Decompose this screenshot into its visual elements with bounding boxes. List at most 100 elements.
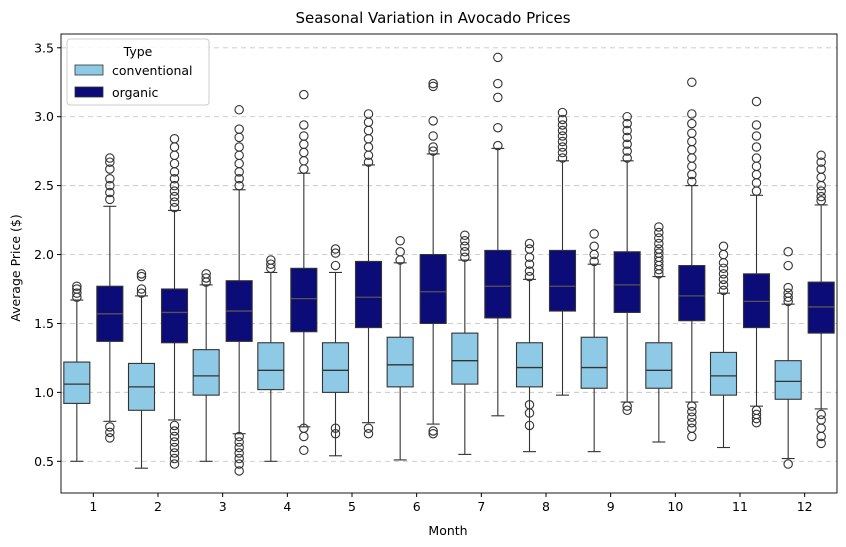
outlier-point [105, 180, 115, 191]
outlier-point [622, 401, 632, 411]
outlier-point [234, 431, 244, 442]
outlier-point [234, 466, 244, 476]
outlier-point [687, 406, 697, 417]
outlier-point [524, 420, 535, 431]
outlier-point [105, 187, 115, 198]
iqr-box [515, 342, 544, 388]
iqr-box [774, 360, 802, 400]
outlier-point [783, 288, 793, 298]
outlier-point [72, 288, 82, 298]
box-conventional-month-4 [257, 255, 285, 462]
outlier-point [751, 142, 762, 152]
iqr-box [257, 342, 285, 391]
outlier-point [460, 247, 470, 257]
iqr-box [63, 361, 91, 404]
iqr-box [192, 349, 220, 396]
outlier-point [105, 422, 115, 432]
outlier-point [524, 259, 535, 269]
y-tick-label: 2.5 [34, 178, 54, 193]
outlier-point [816, 415, 826, 425]
outlier-point [524, 244, 535, 254]
outlier-point [234, 180, 244, 191]
outlier-point [718, 241, 729, 252]
outlier-point [136, 271, 147, 282]
outlier-point [718, 269, 729, 279]
y-axis-label: Average Price ($) [8, 214, 23, 321]
outlier-point [299, 120, 309, 130]
outlier-point [234, 142, 244, 152]
box-conventional-month-3 [192, 269, 220, 462]
outlier-point [524, 266, 535, 276]
iqr-box [160, 288, 189, 344]
outlier-point [105, 164, 115, 174]
outlier-point [136, 284, 147, 294]
outlier-point [169, 420, 180, 431]
outlier-point [330, 248, 341, 258]
y-gridlines [61, 47, 837, 462]
outlier-point [751, 131, 762, 141]
outlier-point [299, 131, 309, 141]
box-organic-month-7 [484, 52, 512, 417]
outlier-point [169, 448, 180, 458]
x-tick-label: 8 [542, 499, 550, 514]
outlier-point [654, 238, 664, 249]
iqr-box [290, 267, 318, 333]
outlier-point [169, 173, 180, 184]
outlier-point [460, 241, 470, 252]
iqr-box [709, 351, 738, 396]
outlier-point [169, 426, 180, 436]
box-groups [63, 52, 835, 476]
outlier-point [557, 142, 568, 152]
y-tick-label: 1.5 [34, 316, 54, 331]
outlier-point [654, 222, 664, 232]
outlier-point [524, 238, 535, 249]
x-tick-label: 6 [413, 499, 421, 514]
outlier-point [783, 459, 793, 469]
iqr-box [807, 281, 835, 334]
outlier-point [622, 125, 632, 136]
iqr-box [742, 273, 771, 329]
outlier-point [622, 139, 632, 150]
outlier-point [105, 157, 115, 167]
outlier-point [460, 252, 470, 263]
outlier-point [330, 423, 341, 433]
y-tick-label: 2.0 [34, 247, 54, 262]
outlier-point [428, 428, 438, 439]
outlier-point [363, 428, 374, 439]
outlier-point [169, 437, 180, 447]
outlier-point [169, 134, 180, 144]
outlier-point [105, 427, 115, 438]
outlier-point [751, 153, 762, 163]
outlier-point [395, 236, 405, 246]
outlier-point [363, 423, 374, 433]
box-organic-month-4 [290, 89, 318, 456]
outlier-point [654, 248, 664, 258]
outlier-point [816, 186, 826, 196]
outlier-point [428, 142, 438, 152]
outlier-point [299, 423, 309, 433]
legend-label-conventional: conventional [112, 63, 193, 78]
outlier-point [299, 445, 309, 456]
y-tick-label: 3.0 [34, 109, 54, 124]
box-organic-month-2 [160, 134, 189, 469]
outlier-point [654, 244, 664, 254]
outlier-point [557, 120, 568, 130]
iqr-box [321, 342, 350, 393]
outlier-point [493, 78, 503, 89]
box-organic-month-6 [419, 78, 447, 439]
outlier-point [428, 131, 438, 141]
outlier-point [557, 125, 568, 136]
box-conventional-month-6 [386, 236, 414, 461]
outlier-point [687, 412, 697, 422]
box-organic-month-1 [96, 153, 124, 443]
outlier-point [169, 459, 180, 469]
outlier-point [654, 233, 664, 243]
outlier-point [816, 150, 826, 161]
outlier-point [816, 157, 826, 167]
x-tick-label: 11 [732, 499, 748, 514]
outlier-point [654, 227, 664, 238]
legend-label-organic: organic [112, 85, 159, 100]
iqr-box [678, 265, 706, 322]
outlier-point [751, 96, 762, 107]
